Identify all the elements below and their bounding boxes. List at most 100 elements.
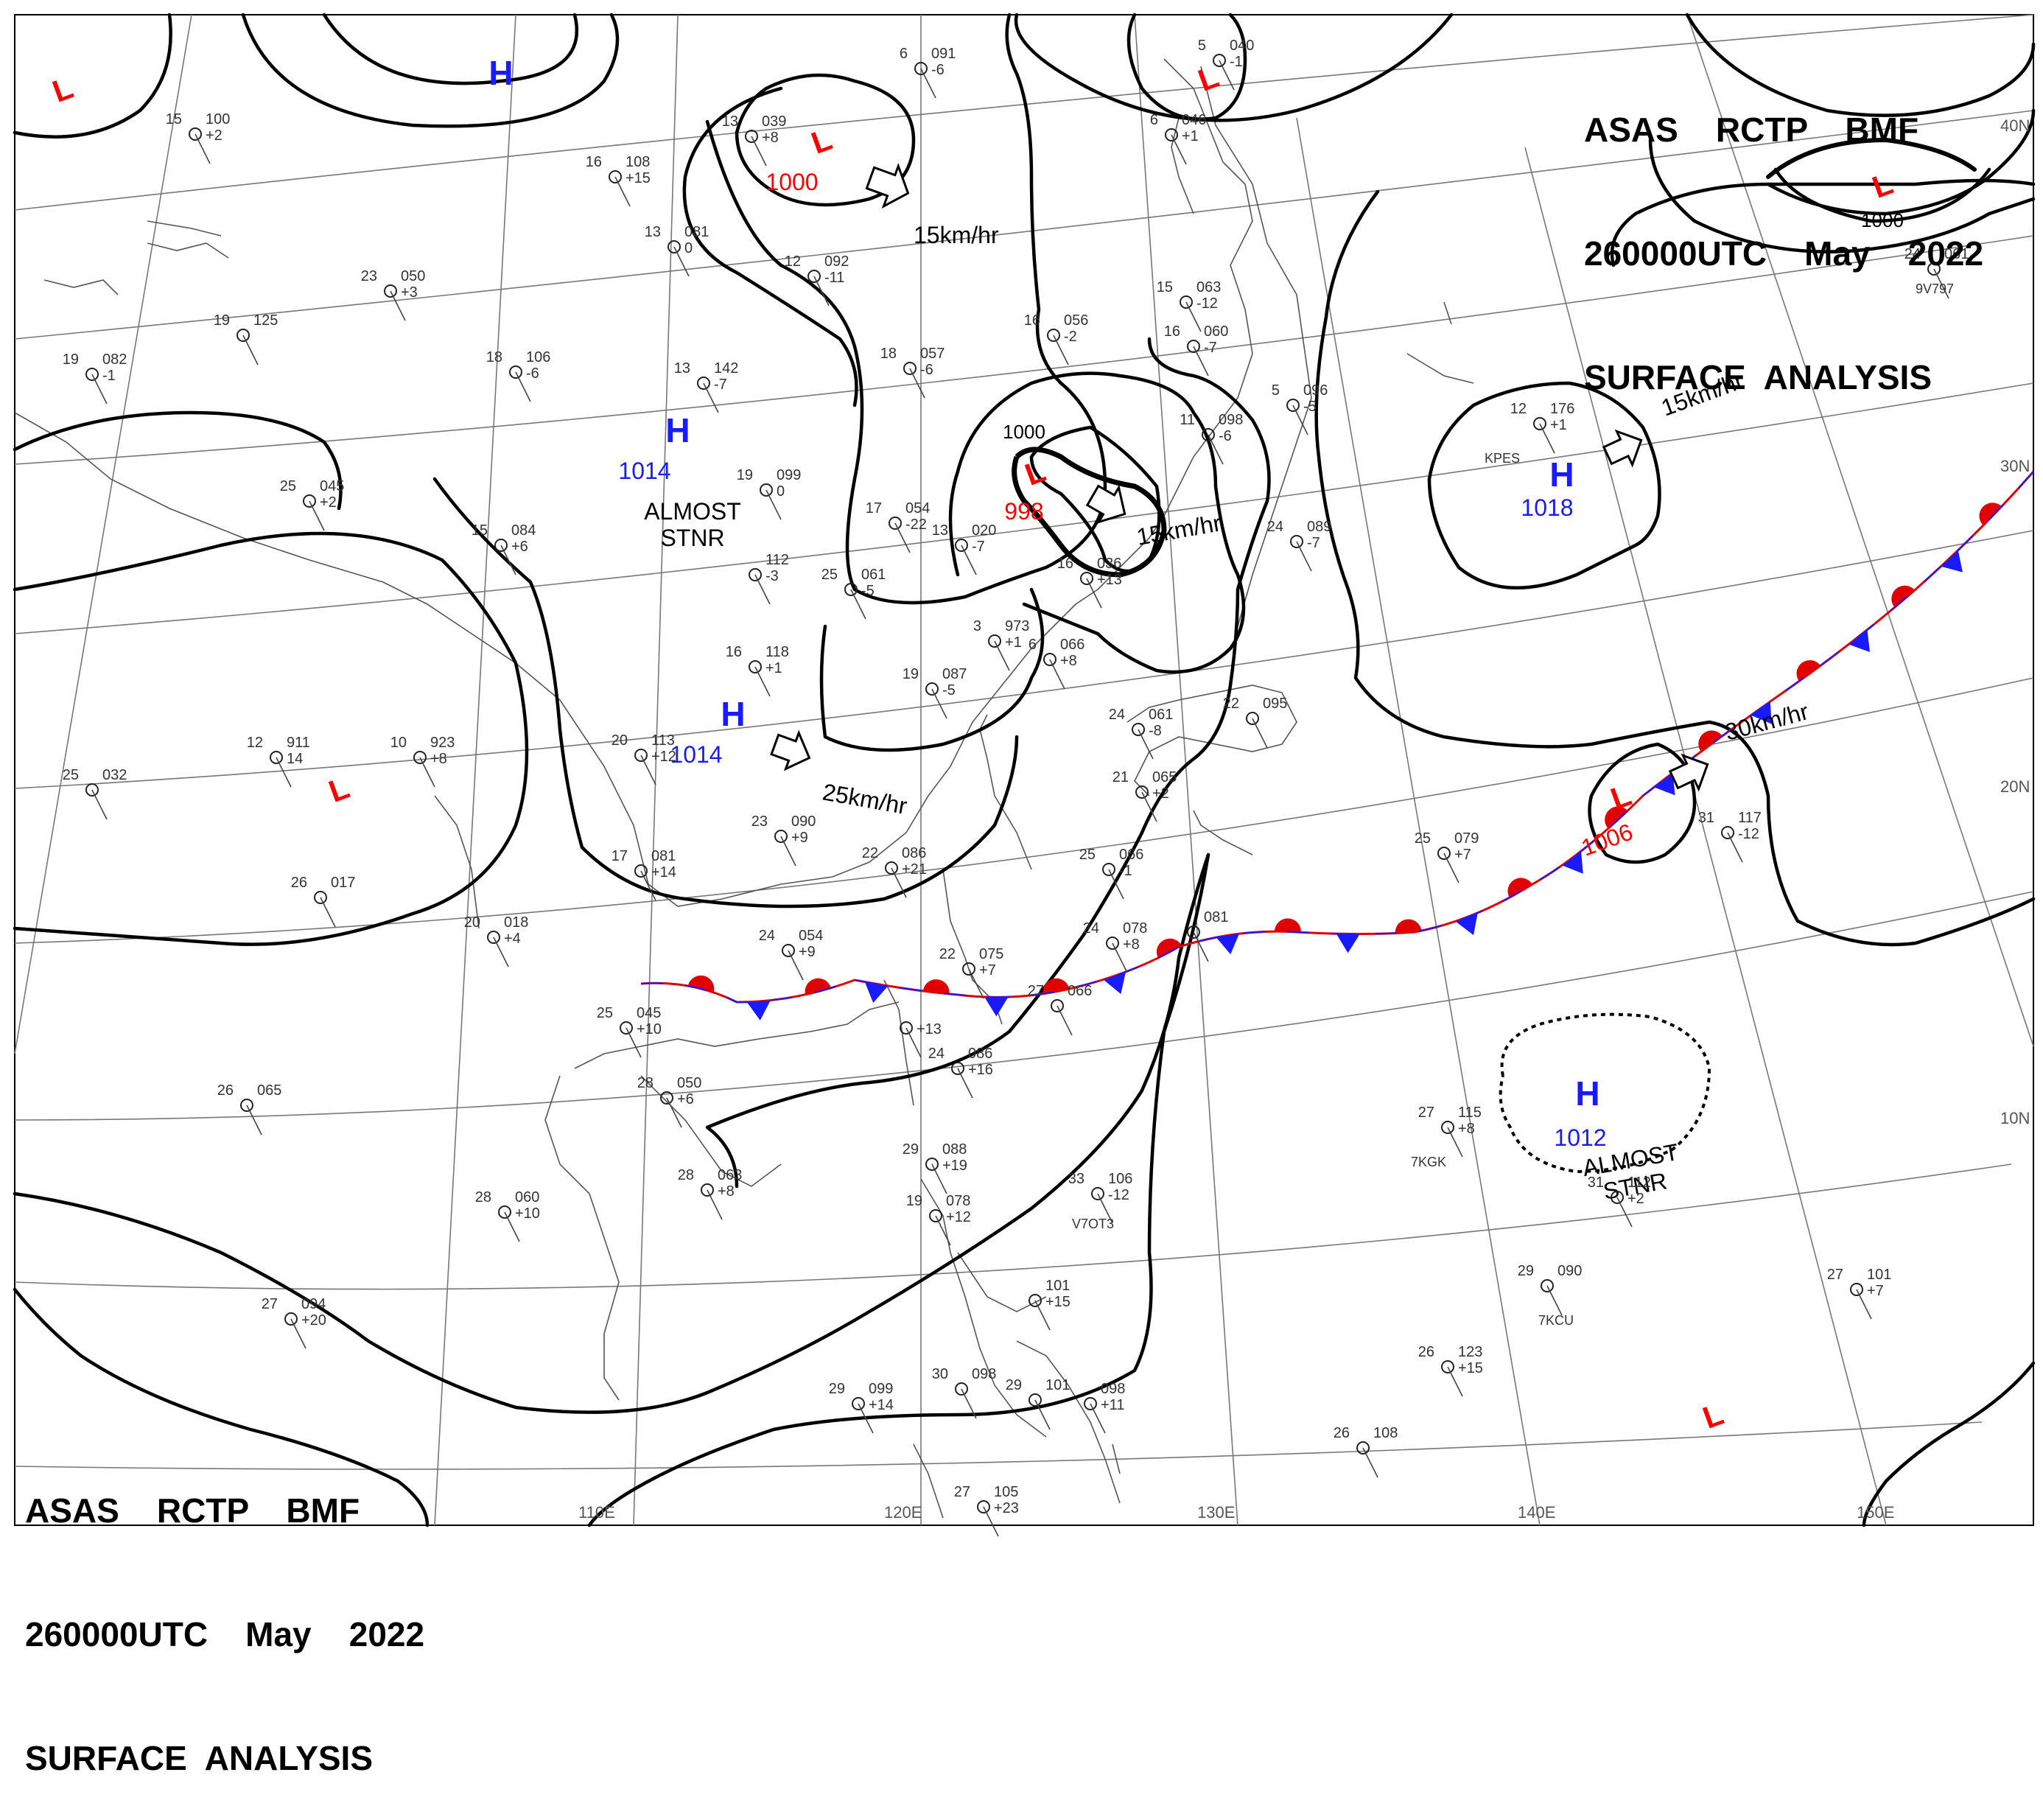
stationary-front: [640, 471, 2035, 1021]
header-line-station: ASAS RCTP BMF: [1584, 111, 1919, 149]
station-temp: 5: [1272, 382, 1280, 399]
station-tendency: -1: [1230, 54, 1243, 70]
station-plot: 15 063-12: [1157, 279, 1221, 332]
wind-barb-icon: [909, 368, 925, 399]
central-pressure: 998: [1004, 498, 1043, 525]
station-temp: 22: [1223, 696, 1239, 712]
station-circle-icon: [1091, 1187, 1104, 1200]
station-pressure: 063: [1196, 279, 1221, 295]
station-plot: 28 050+6: [637, 1075, 701, 1128]
station-circle-icon: [929, 1209, 942, 1222]
wind-barb-icon: [1219, 60, 1235, 91]
lon-label-110e: 110E: [578, 1503, 615, 1522]
station-circle-icon: [903, 362, 917, 375]
wind-barb-icon: [780, 836, 796, 867]
station-temp: 23: [751, 813, 768, 830]
station-circle-icon: [1246, 712, 1259, 725]
station-circle-icon: [1850, 1283, 1863, 1296]
station-temp: 6: [900, 46, 908, 62]
wind-barb-icon: [858, 1403, 874, 1434]
lat-label-20n: 20N: [2000, 777, 2030, 796]
station-plot: 26 108: [1334, 1425, 1398, 1478]
station-tendency: +13: [917, 1021, 942, 1037]
wind-barb-icon: [1292, 405, 1308, 435]
station-temp: 24: [1904, 246, 1921, 262]
station-plot: 21 065+2: [1112, 769, 1177, 822]
wind-barb-icon: [1727, 832, 1743, 863]
station-tendency: +16: [968, 1062, 993, 1078]
station-circle-icon: [1290, 535, 1303, 548]
wind-barb-icon: [504, 1211, 520, 1242]
station-plot: 29 088+19: [903, 1141, 967, 1194]
station-pressure: 091: [931, 46, 956, 62]
wind-barb-icon: [290, 1318, 306, 1349]
warm-front-semicircle-icon: [1698, 730, 1723, 752]
station-plot: 101+15: [1028, 1278, 1070, 1331]
wind-barb-icon: [754, 574, 771, 605]
station-tendency: -3: [765, 568, 779, 584]
ship-callsign: 7KCU: [1538, 1313, 1574, 1328]
station-circle-icon: [701, 1183, 714, 1197]
station-temp: 19: [63, 351, 79, 368]
station-circle-icon: [977, 1500, 990, 1513]
wind-barb-icon: [1056, 1005, 1073, 1036]
station-tendency: 0: [684, 240, 693, 256]
station-tendency: +21: [902, 861, 927, 878]
station-pressure: 054: [799, 928, 823, 944]
station-temp: 24: [759, 928, 775, 944]
station-tendency: 0: [777, 483, 785, 500]
wind-barb-icon: [1443, 853, 1459, 883]
station-temp: 20: [612, 732, 628, 749]
station-plot: 3 973+1: [973, 618, 1029, 671]
station-pressure: 040: [1230, 38, 1254, 54]
ship-callsign: KPES: [1485, 451, 1520, 466]
station-tendency: -7: [972, 539, 985, 555]
station-temp: 29: [1006, 1377, 1022, 1393]
station-plot: 25 045+2: [280, 478, 344, 531]
station-tendency: +10: [515, 1205, 540, 1222]
station-tendency: -7: [1307, 535, 1320, 551]
station-tendency: -12: [1108, 1187, 1129, 1203]
wind-barb-icon: [894, 522, 911, 553]
station-temp: 23: [361, 268, 377, 284]
station-temp: 29: [829, 1381, 845, 1397]
high-center-9: H 1014: [670, 695, 745, 768]
warm-front-semicircle-icon: [922, 979, 950, 995]
station-temp: 28: [637, 1075, 653, 1091]
high-center-6: H 1014: [618, 411, 690, 484]
station-tendency: +2: [320, 494, 337, 511]
station-temp: 16: [1057, 556, 1073, 572]
station-tendency: +7: [979, 962, 996, 979]
station-tendency: -6: [1219, 428, 1232, 444]
station-temp: 17: [866, 500, 882, 517]
station-tendency: -22: [905, 517, 927, 533]
motion-speed-label: 15km/hr: [914, 222, 999, 248]
station-circle-icon: [1135, 785, 1149, 799]
station-pressure: 045: [320, 478, 344, 494]
station-tendency: +19: [942, 1158, 967, 1174]
station-temp: 22: [862, 845, 878, 861]
station-temp: 13: [722, 113, 738, 130]
station-pressure: 108: [625, 154, 650, 170]
station-pressure: 045: [637, 1005, 661, 1021]
station-circle-icon: [925, 682, 939, 696]
station-pressure: 061: [1149, 707, 1173, 723]
station-plot: 18 057-6: [880, 346, 945, 399]
station-circle-icon: [745, 130, 758, 143]
station-tendency: +9: [799, 944, 816, 960]
station-tendency: -5: [942, 682, 956, 699]
station-temp: 12: [1510, 401, 1527, 417]
station-plots: 15 100+213 039+86 091-65 040-16 046+116 108+15…: [63, 38, 1969, 1537]
station-pressure: 176: [1550, 401, 1574, 417]
station-circle-icon: [852, 1397, 865, 1410]
wind-barb-icon: [320, 897, 336, 928]
wind-barb-icon: [1108, 869, 1124, 900]
wind-barb-icon: [1252, 718, 1268, 749]
station-temp: 31: [1698, 810, 1714, 826]
station-temp: 12: [247, 735, 263, 751]
cold-front-triangle-icon: [984, 997, 1009, 1017]
station-tendency: +9: [791, 830, 808, 846]
footer-line-station: ASAS RCTP BMF: [25, 1491, 360, 1530]
